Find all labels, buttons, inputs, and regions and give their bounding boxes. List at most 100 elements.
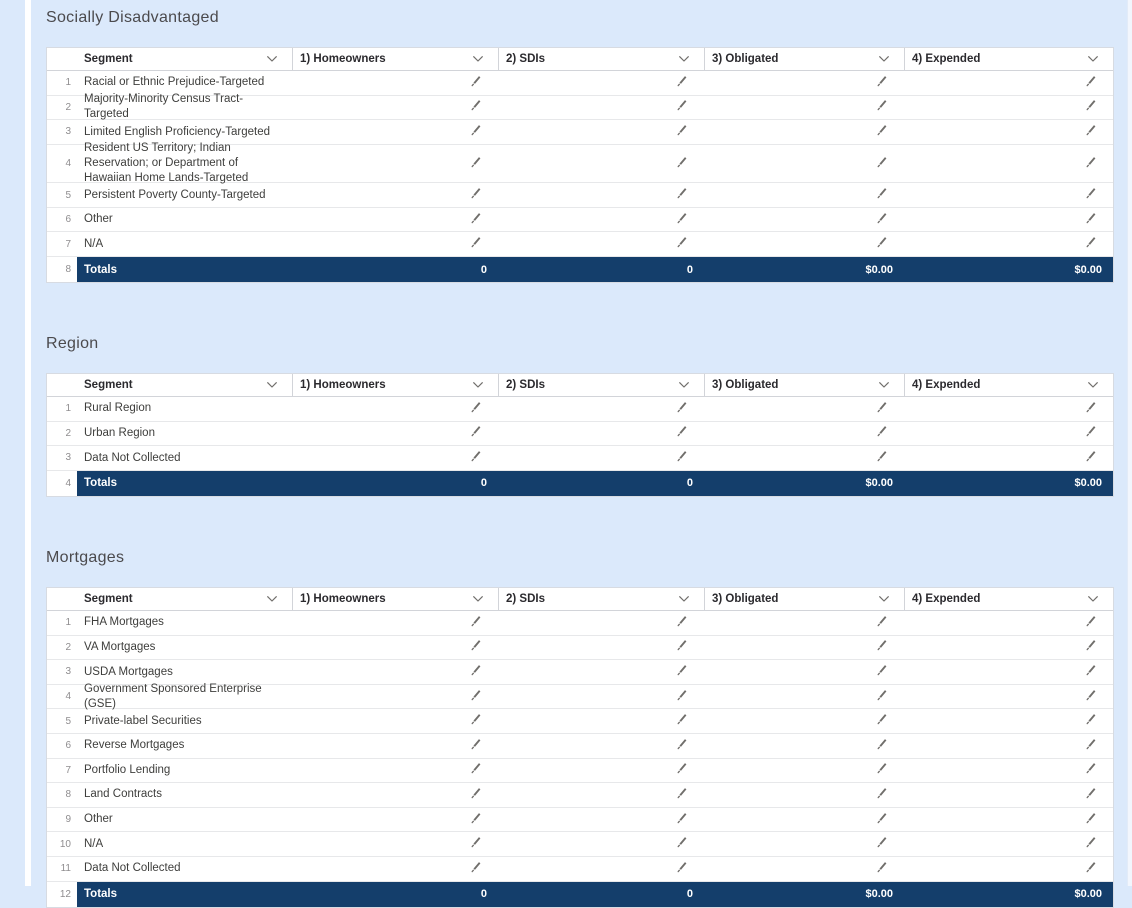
edit-pencil-icon[interactable] xyxy=(470,614,482,632)
edit-pencil-icon[interactable] xyxy=(876,688,888,706)
edit-pencil-icon[interactable] xyxy=(876,860,888,878)
edit-pencil-icon[interactable] xyxy=(1085,712,1097,730)
editable-cell-expended[interactable] xyxy=(904,811,1113,829)
scrollbar-track[interactable] xyxy=(1127,0,1132,886)
edit-pencil-icon[interactable] xyxy=(1085,663,1097,681)
edit-pencil-icon[interactable] xyxy=(470,663,482,681)
editable-cell-expended[interactable] xyxy=(904,449,1113,467)
editable-cell-homeowners[interactable] xyxy=(292,449,498,467)
column-header-segment[interactable]: Segment xyxy=(77,48,292,70)
editable-cell-homeowners[interactable] xyxy=(292,638,498,656)
column-header-segment[interactable]: Segment xyxy=(77,588,292,610)
edit-pencil-icon[interactable] xyxy=(470,155,482,173)
edit-pencil-icon[interactable] xyxy=(1085,74,1097,92)
editable-cell-expended[interactable] xyxy=(904,155,1113,173)
chevron-down-icon[interactable] xyxy=(679,593,689,605)
edit-pencil-icon[interactable] xyxy=(676,155,688,173)
edit-pencil-icon[interactable] xyxy=(1085,688,1097,706)
editable-cell-homeowners[interactable] xyxy=(292,860,498,878)
editable-cell-sdis[interactable] xyxy=(498,186,704,204)
chevron-down-icon[interactable] xyxy=(267,593,277,605)
column-header-sdis[interactable]: 2) SDIs xyxy=(498,588,704,610)
edit-pencil-icon[interactable] xyxy=(676,424,688,442)
editable-cell-obligated[interactable] xyxy=(704,712,904,730)
editable-cell-expended[interactable] xyxy=(904,235,1113,253)
editable-cell-sdis[interactable] xyxy=(498,712,704,730)
editable-cell-homeowners[interactable] xyxy=(292,74,498,92)
editable-cell-obligated[interactable] xyxy=(704,155,904,173)
column-header-obligated[interactable]: 3) Obligated xyxy=(704,48,904,70)
edit-pencil-icon[interactable] xyxy=(676,235,688,253)
edit-pencil-icon[interactable] xyxy=(1085,449,1097,467)
editable-cell-obligated[interactable] xyxy=(704,860,904,878)
column-header-expended[interactable]: 4) Expended xyxy=(904,374,1113,396)
edit-pencil-icon[interactable] xyxy=(676,737,688,755)
editable-cell-sdis[interactable] xyxy=(498,98,704,116)
editable-cell-sdis[interactable] xyxy=(498,74,704,92)
editable-cell-expended[interactable] xyxy=(904,712,1113,730)
edit-pencil-icon[interactable] xyxy=(1085,761,1097,779)
editable-cell-sdis[interactable] xyxy=(498,860,704,878)
editable-cell-homeowners[interactable] xyxy=(292,98,498,116)
edit-pencil-icon[interactable] xyxy=(470,211,482,229)
edit-pencil-icon[interactable] xyxy=(470,638,482,656)
editable-cell-homeowners[interactable] xyxy=(292,211,498,229)
edit-pencil-icon[interactable] xyxy=(470,186,482,204)
chevron-down-icon[interactable] xyxy=(267,379,277,391)
edit-pencil-icon[interactable] xyxy=(676,74,688,92)
editable-cell-homeowners[interactable] xyxy=(292,688,498,706)
edit-pencil-icon[interactable] xyxy=(876,835,888,853)
edit-pencil-icon[interactable] xyxy=(676,449,688,467)
editable-cell-homeowners[interactable] xyxy=(292,835,498,853)
column-header-sdis[interactable]: 2) SDIs xyxy=(498,374,704,396)
edit-pencil-icon[interactable] xyxy=(876,614,888,632)
edit-pencil-icon[interactable] xyxy=(1085,424,1097,442)
editable-cell-sdis[interactable] xyxy=(498,235,704,253)
editable-cell-expended[interactable] xyxy=(904,761,1113,779)
edit-pencil-icon[interactable] xyxy=(676,761,688,779)
editable-cell-homeowners[interactable] xyxy=(292,614,498,632)
edit-pencil-icon[interactable] xyxy=(876,737,888,755)
editable-cell-obligated[interactable] xyxy=(704,663,904,681)
edit-pencil-icon[interactable] xyxy=(470,449,482,467)
edit-pencil-icon[interactable] xyxy=(676,638,688,656)
edit-pencil-icon[interactable] xyxy=(1085,860,1097,878)
edit-pencil-icon[interactable] xyxy=(1085,638,1097,656)
column-header-homeowners[interactable]: 1) Homeowners xyxy=(292,48,498,70)
chevron-down-icon[interactable] xyxy=(879,379,889,391)
edit-pencil-icon[interactable] xyxy=(876,400,888,418)
editable-cell-sdis[interactable] xyxy=(498,123,704,141)
column-header-sdis[interactable]: 2) SDIs xyxy=(498,48,704,70)
column-header-homeowners[interactable]: 1) Homeowners xyxy=(292,374,498,396)
edit-pencil-icon[interactable] xyxy=(1085,786,1097,804)
edit-pencil-icon[interactable] xyxy=(470,835,482,853)
edit-pencil-icon[interactable] xyxy=(676,712,688,730)
editable-cell-expended[interactable] xyxy=(904,186,1113,204)
editable-cell-obligated[interactable] xyxy=(704,688,904,706)
editable-cell-expended[interactable] xyxy=(904,786,1113,804)
chevron-down-icon[interactable] xyxy=(473,379,483,391)
edit-pencil-icon[interactable] xyxy=(676,211,688,229)
editable-cell-obligated[interactable] xyxy=(704,786,904,804)
editable-cell-obligated[interactable] xyxy=(704,424,904,442)
editable-cell-obligated[interactable] xyxy=(704,400,904,418)
edit-pencil-icon[interactable] xyxy=(876,186,888,204)
editable-cell-expended[interactable] xyxy=(904,638,1113,656)
edit-pencil-icon[interactable] xyxy=(876,663,888,681)
editable-cell-sdis[interactable] xyxy=(498,737,704,755)
edit-pencil-icon[interactable] xyxy=(876,449,888,467)
editable-cell-obligated[interactable] xyxy=(704,761,904,779)
editable-cell-sdis[interactable] xyxy=(498,786,704,804)
editable-cell-homeowners[interactable] xyxy=(292,155,498,173)
editable-cell-expended[interactable] xyxy=(904,663,1113,681)
edit-pencil-icon[interactable] xyxy=(470,761,482,779)
edit-pencil-icon[interactable] xyxy=(470,98,482,116)
edit-pencil-icon[interactable] xyxy=(676,614,688,632)
edit-pencil-icon[interactable] xyxy=(676,400,688,418)
edit-pencil-icon[interactable] xyxy=(876,424,888,442)
edit-pencil-icon[interactable] xyxy=(470,860,482,878)
edit-pencil-icon[interactable] xyxy=(876,786,888,804)
editable-cell-sdis[interactable] xyxy=(498,400,704,418)
edit-pencil-icon[interactable] xyxy=(470,737,482,755)
edit-pencil-icon[interactable] xyxy=(1085,614,1097,632)
